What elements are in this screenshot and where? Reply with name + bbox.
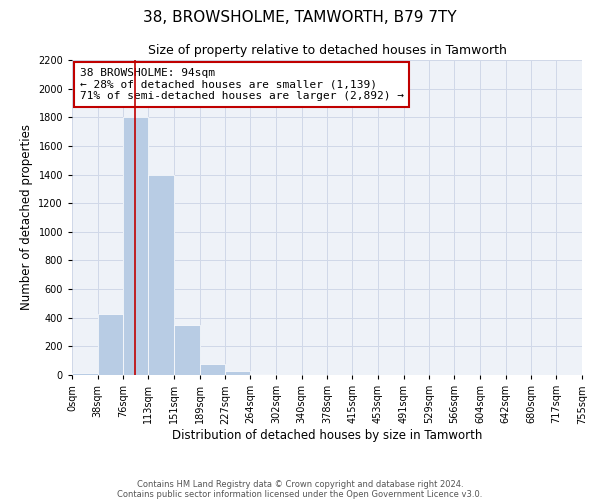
- Bar: [98, 314, 124, 375]
- Title: Size of property relative to detached houses in Tamworth: Size of property relative to detached ho…: [148, 44, 506, 58]
- Text: Contains HM Land Registry data © Crown copyright and database right 2024.
Contai: Contains HM Land Registry data © Crown c…: [118, 480, 482, 499]
- Bar: [200, 364, 226, 375]
- Text: 38, BROWSHOLME, TAMWORTH, B79 7TY: 38, BROWSHOLME, TAMWORTH, B79 7TY: [143, 10, 457, 25]
- Bar: [72, 373, 98, 375]
- Y-axis label: Number of detached properties: Number of detached properties: [20, 124, 32, 310]
- Bar: [148, 174, 174, 375]
- Text: 38 BROWSHOLME: 94sqm
← 28% of detached houses are smaller (1,139)
71% of semi-de: 38 BROWSHOLME: 94sqm ← 28% of detached h…: [80, 68, 404, 101]
- Bar: [226, 372, 250, 375]
- Bar: [124, 118, 148, 375]
- X-axis label: Distribution of detached houses by size in Tamworth: Distribution of detached houses by size …: [172, 429, 482, 442]
- Bar: [174, 325, 200, 375]
- Bar: [250, 374, 276, 375]
